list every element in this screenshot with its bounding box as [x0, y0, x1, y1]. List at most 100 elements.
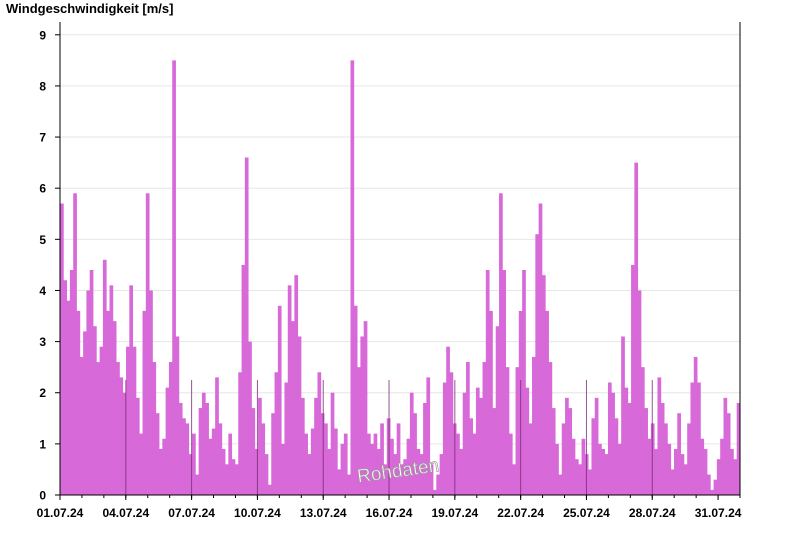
- bar: [373, 433, 378, 495]
- bar: [508, 433, 513, 495]
- bar: [89, 270, 94, 495]
- bar: [106, 310, 110, 495]
- bar: [353, 305, 358, 495]
- bar: [406, 438, 411, 495]
- bar: [393, 454, 398, 495]
- bar: [403, 459, 408, 495]
- bar: [135, 397, 140, 495]
- bar: [634, 162, 639, 495]
- bar: [357, 367, 361, 495]
- bar: [383, 464, 388, 495]
- y-axis-label: Windgeschwindigkeit [m/s]: [6, 1, 174, 16]
- bar: [102, 259, 107, 495]
- bar: [429, 464, 434, 495]
- bar: [706, 474, 711, 495]
- x-tick-label: 13.07.24: [300, 506, 347, 520]
- bar: [528, 423, 533, 495]
- x-tick-labels: 01.07.24 04.07.24 07.07.24 10.07.24 13.07.24…: [37, 506, 742, 520]
- bar: [211, 428, 216, 495]
- bar: [644, 408, 648, 495]
- bar: [182, 418, 186, 495]
- bar: [687, 423, 691, 495]
- bar: [515, 367, 520, 495]
- bar: [93, 326, 97, 495]
- bar: [640, 367, 645, 495]
- bar: [502, 270, 507, 495]
- bar: [601, 448, 606, 495]
- bar: [291, 321, 295, 495]
- bar: [188, 454, 193, 495]
- bar: [611, 392, 615, 495]
- bar: [363, 321, 368, 495]
- bar: [192, 433, 196, 495]
- y-tick-label: 7: [39, 131, 46, 145]
- bar: [185, 423, 190, 495]
- x-tick-label: 04.07.24: [102, 506, 149, 520]
- bar: [267, 484, 272, 495]
- y-tick-label: 5: [39, 233, 46, 247]
- bar: [541, 275, 546, 495]
- bar: [703, 448, 708, 495]
- bar: [624, 387, 629, 495]
- bar: [254, 448, 259, 495]
- bar: [614, 418, 619, 495]
- bar: [538, 203, 543, 495]
- bar: [462, 392, 467, 495]
- bar: [390, 438, 394, 495]
- bar: [271, 413, 275, 495]
- bar: [654, 448, 658, 495]
- y-tick-labels: 0 1 2 3 4 5 6 7 8 9: [39, 28, 46, 502]
- bar: [172, 60, 176, 496]
- y-tick-label: 0: [39, 489, 46, 503]
- bar: [79, 356, 84, 495]
- bar: [472, 433, 477, 495]
- bar: [228, 433, 233, 495]
- bar: [152, 362, 157, 495]
- bar: [343, 433, 348, 495]
- bar: [139, 433, 143, 495]
- bar: [63, 280, 68, 495]
- bar: [466, 362, 470, 495]
- bar: [310, 428, 315, 495]
- bar: [238, 372, 242, 495]
- bar: [657, 377, 662, 495]
- bar: [631, 264, 635, 495]
- bar: [360, 336, 365, 495]
- bar: [198, 408, 203, 495]
- bar: [664, 423, 668, 495]
- bar: [591, 418, 596, 495]
- bar: [294, 275, 299, 495]
- bar: [347, 474, 351, 495]
- bar: [713, 479, 718, 495]
- bar: [396, 423, 401, 495]
- bar: [333, 428, 338, 495]
- bar: [376, 448, 381, 495]
- bar: [598, 443, 602, 495]
- bar: [558, 474, 563, 495]
- bar: [522, 270, 526, 495]
- bar: [574, 459, 579, 495]
- bar: [505, 367, 510, 495]
- bar: [449, 372, 454, 495]
- bar: [307, 454, 312, 495]
- bar: [244, 157, 249, 495]
- bar: [621, 336, 625, 495]
- bar: [215, 377, 219, 495]
- x-tick-label: 31.07.24: [695, 506, 742, 520]
- bar: [241, 264, 246, 495]
- bar: [175, 336, 180, 495]
- x-tick-label: 01.07.24: [37, 506, 84, 520]
- x-tick-label: 10.07.24: [234, 506, 281, 520]
- bar: [697, 382, 701, 495]
- bar: [677, 413, 681, 495]
- bar: [495, 326, 500, 495]
- bar: [145, 193, 150, 495]
- bar: [627, 402, 632, 495]
- bar: [720, 438, 724, 495]
- bar: [683, 464, 688, 495]
- bar: [162, 438, 167, 495]
- bar: [673, 448, 678, 495]
- bar: [733, 459, 738, 495]
- bar: [512, 464, 516, 495]
